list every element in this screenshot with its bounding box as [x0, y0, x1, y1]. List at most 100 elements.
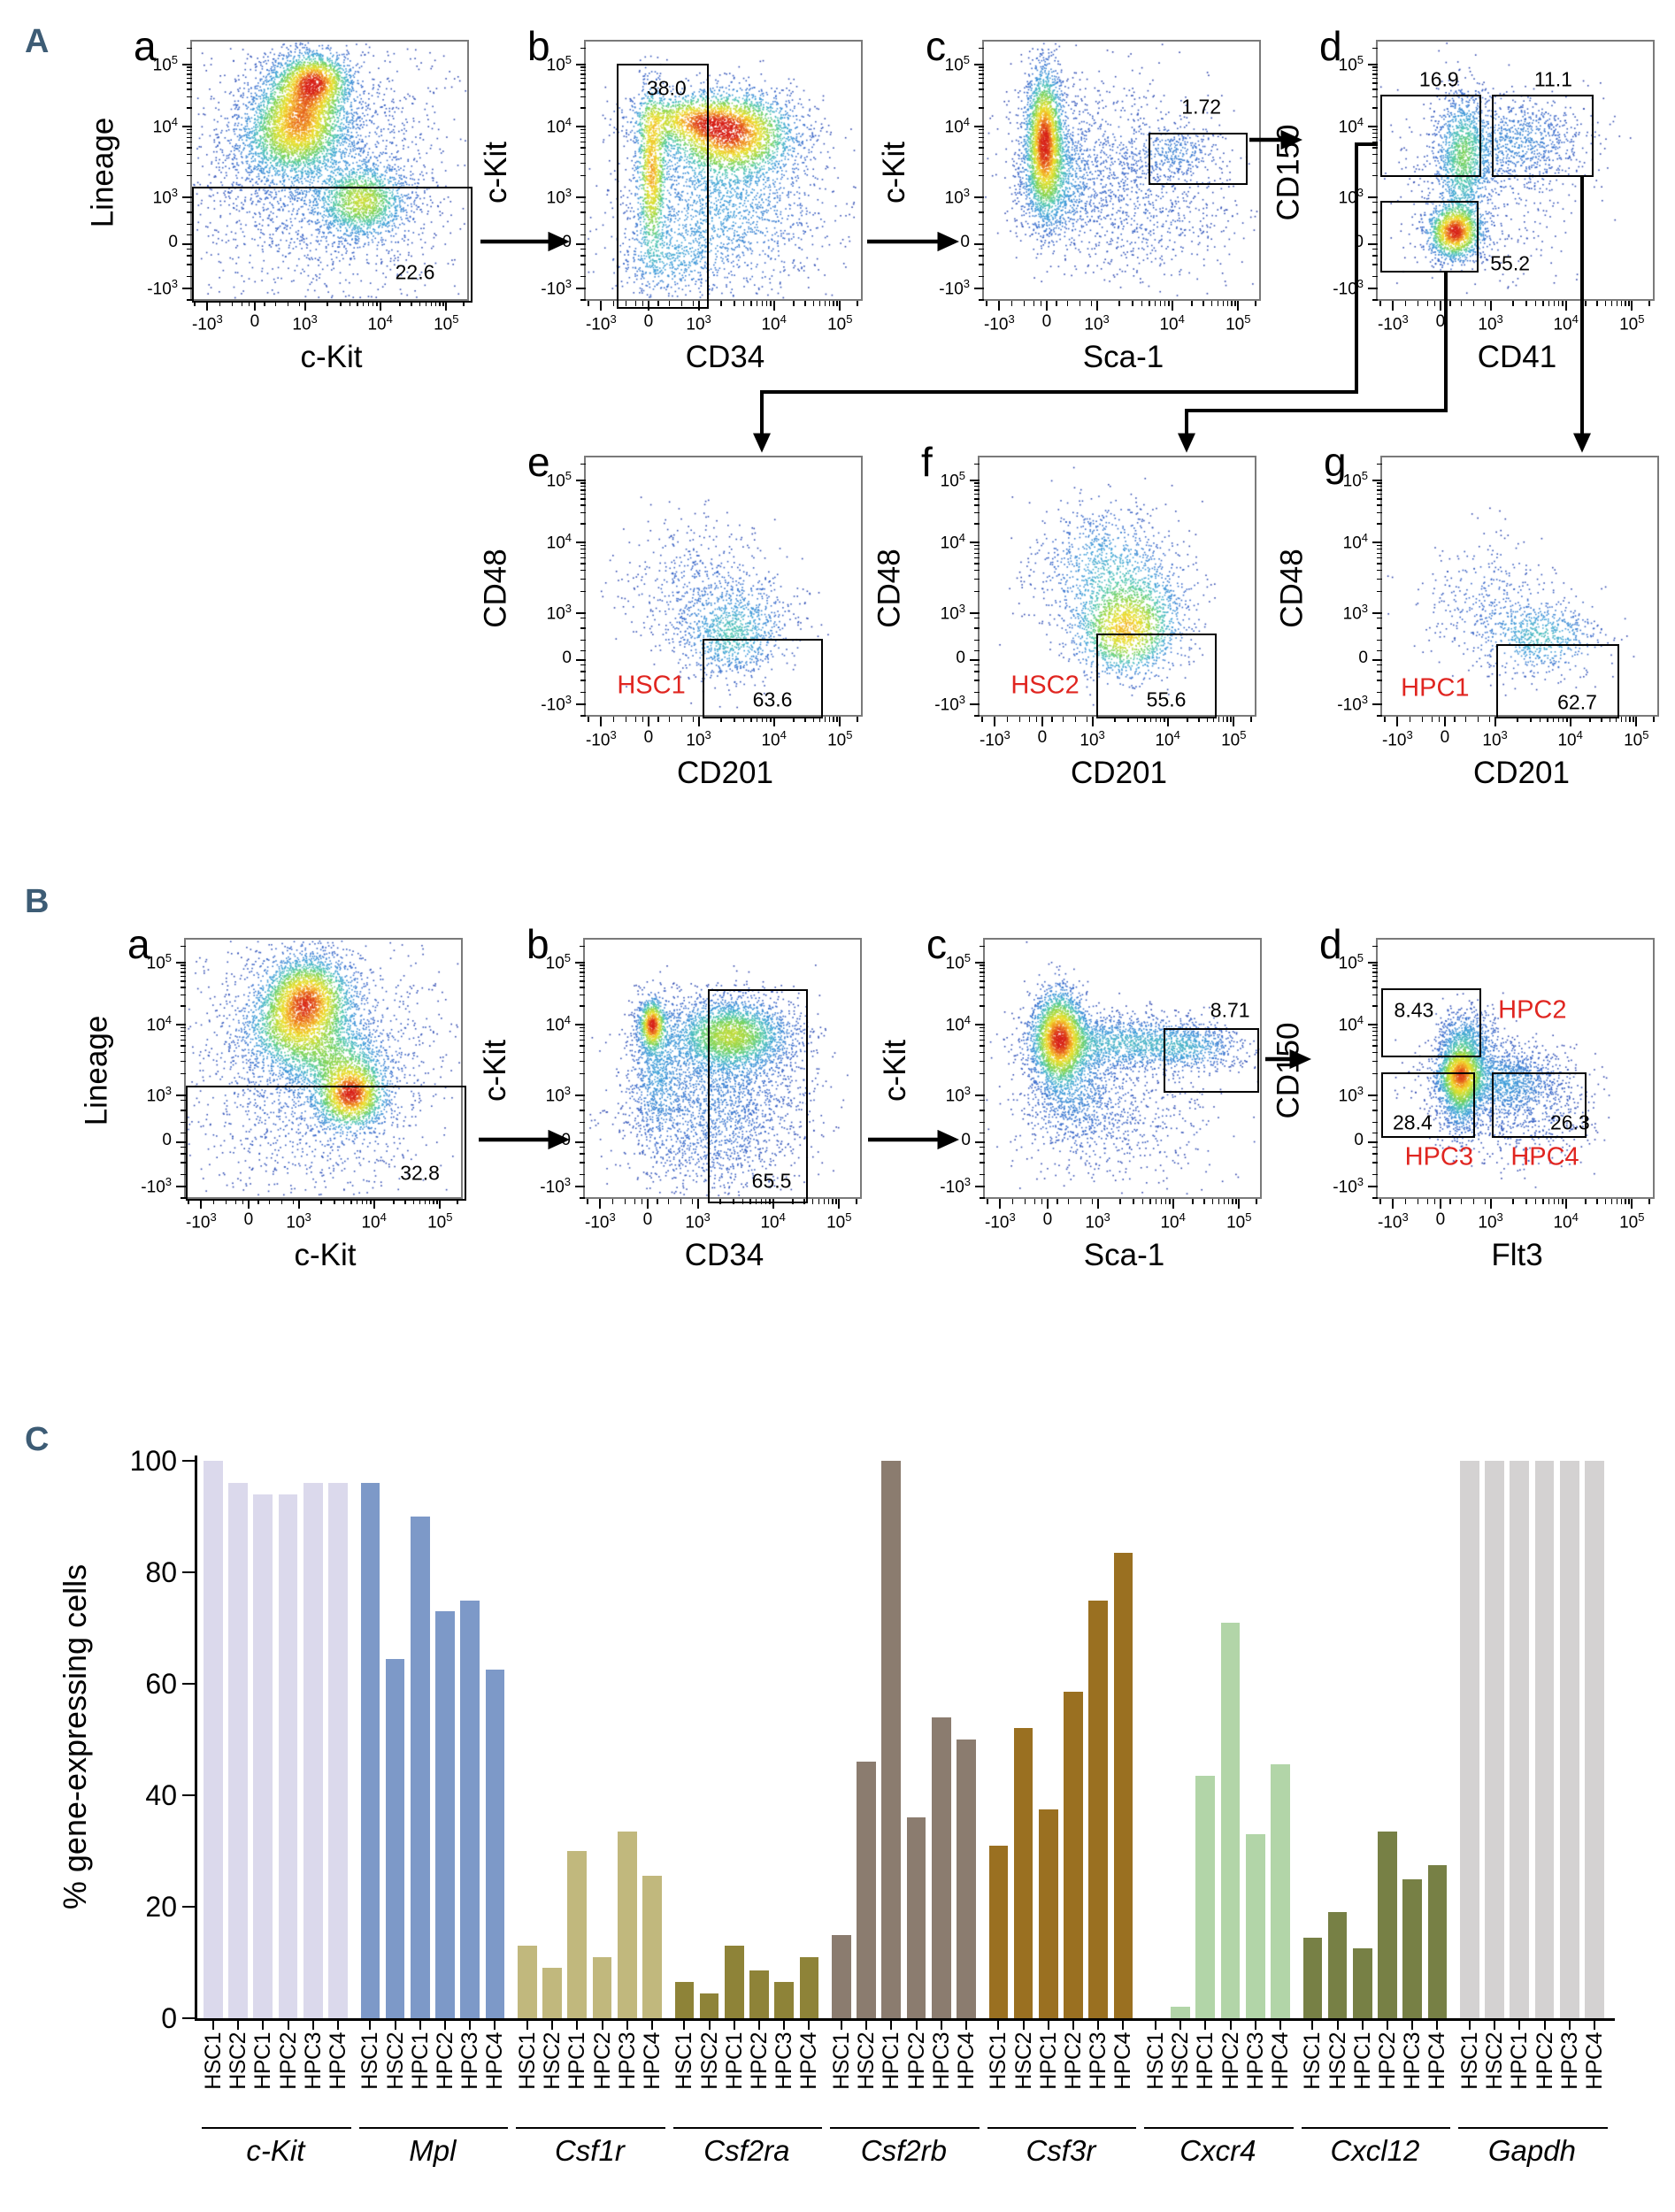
x-minor-tick	[1086, 717, 1088, 722]
x-minor-tick	[720, 301, 722, 306]
y-major-tick	[975, 1023, 985, 1025]
bar-tick	[964, 2020, 967, 2030]
group-underline	[1144, 2127, 1294, 2129]
x-major-tick	[445, 301, 448, 311]
bar-csf2rb-hsc2	[857, 1762, 876, 2018]
x-minor-tick	[1114, 717, 1116, 722]
x-minor-tick	[1620, 717, 1623, 722]
gate-63-6	[703, 639, 823, 718]
y-minor-tick	[187, 299, 192, 301]
x-minor-tick	[1379, 301, 1381, 306]
bar-csf3r-hpc4	[1113, 1552, 1133, 2018]
bar-cxcl12-hpc1	[1352, 1948, 1372, 2018]
x-minor-tick	[1557, 1199, 1560, 1204]
x-major-tick	[1237, 301, 1240, 311]
bar-tick	[1494, 2020, 1496, 2030]
y-minor-tick	[974, 557, 980, 559]
x-axis-label: CD201	[677, 756, 773, 790]
bar-tick	[601, 2020, 603, 2030]
x-minor-tick	[1484, 301, 1487, 306]
y-major-tick	[1372, 703, 1382, 705]
category-label-hpc4: HPC4	[1425, 2032, 1450, 2090]
y-minor-tick	[181, 967, 186, 970]
y-tick-label: 0	[161, 2002, 177, 2034]
bar-tick	[287, 2020, 289, 2030]
x-minor-tick	[987, 1199, 988, 1204]
y-minor-tick	[187, 174, 192, 177]
bar-csf3r-hpc2	[1064, 1692, 1083, 2018]
x-minor-tick	[612, 301, 615, 306]
y-minor-tick	[1377, 617, 1382, 619]
x-major-tick	[1166, 717, 1169, 726]
category-label-hpc4: HPC4	[482, 2032, 508, 2090]
y-minor-tick	[1372, 211, 1378, 213]
tick-exponent: 5	[1638, 312, 1645, 326]
tick-base: 10	[761, 731, 780, 750]
x-minor-tick	[1222, 301, 1225, 306]
bar-tick	[1336, 2020, 1339, 2030]
y-major-tick	[575, 1185, 585, 1187]
x-major-tick	[253, 301, 256, 311]
y-major-tick	[974, 196, 984, 198]
y-axis-label-wrap: c-Kit	[873, 940, 918, 1201]
x-axis-label: c-Kit	[294, 1238, 357, 1272]
tick-base: 10	[1155, 731, 1174, 750]
y-minor-tick	[580, 96, 586, 98]
y-minor-tick	[580, 523, 586, 525]
x-major-tick	[297, 1199, 300, 1209]
y-minor-tick	[187, 132, 192, 134]
x-axis-label: CD41	[1477, 340, 1557, 374]
x-minor-tick	[770, 717, 772, 722]
x-major-tick	[646, 1199, 649, 1209]
x-tick-label: 103	[664, 728, 734, 750]
x-minor-tick	[1464, 717, 1467, 722]
bar-tick	[1593, 2020, 1595, 2030]
y-minor-tick	[580, 1039, 585, 1041]
y-minor-tick	[580, 590, 586, 593]
y-minor-tick	[1372, 141, 1378, 143]
y-minor-tick	[580, 1045, 585, 1047]
tick-base: 10	[1553, 1213, 1572, 1233]
tick-base: 10	[1338, 118, 1357, 137]
y-minor-tick	[980, 1072, 985, 1075]
x-tick-label: 103	[1460, 728, 1531, 750]
x-tick-label: 103	[1063, 1210, 1133, 1233]
y-minor-tick	[980, 1060, 985, 1063]
y-minor-tick	[979, 264, 984, 265]
y-tick-label: 0	[1354, 1130, 1364, 1149]
x-tick-label: 105	[804, 312, 875, 334]
y-minor-tick	[580, 1051, 585, 1054]
tick-base: 10	[152, 188, 172, 207]
y-minor-tick	[181, 1045, 186, 1047]
bar-tick	[311, 2020, 314, 2030]
y-minor-tick	[974, 578, 980, 580]
tick-exponent: 5	[1240, 728, 1247, 741]
x-minor-tick	[298, 301, 301, 306]
x-minor-tick	[1484, 1199, 1487, 1204]
y-minor-tick	[979, 248, 984, 250]
y-minor-tick	[974, 485, 980, 488]
y-tick-label: 104	[125, 115, 178, 137]
tick-base: 10	[367, 315, 387, 334]
y-minor-tick	[979, 73, 984, 75]
x-tick-label: 105	[1596, 1210, 1667, 1233]
y-minor-tick	[1372, 987, 1378, 988]
x-major-tick	[994, 717, 996, 726]
y-minor-tick	[1372, 66, 1378, 68]
scatter-canvas	[585, 940, 860, 1197]
y-minor-tick	[980, 1153, 985, 1155]
x-minor-tick	[793, 301, 795, 306]
panel-c-label: C	[25, 1421, 50, 1458]
y-major-tick	[575, 961, 585, 964]
y-minor-tick	[580, 77, 586, 80]
y-minor-tick	[580, 544, 586, 547]
y-minor-tick	[580, 1030, 585, 1033]
x-tick-label: -103	[565, 312, 636, 334]
x-minor-tick	[1080, 1199, 1082, 1204]
plot-letter-a: a	[134, 23, 157, 69]
x-minor-tick	[365, 1199, 368, 1204]
tick-base: 10	[1619, 1213, 1639, 1233]
y-minor-tick	[980, 1030, 985, 1033]
bar-tick	[394, 2020, 396, 2030]
x-minor-tick	[634, 717, 637, 722]
